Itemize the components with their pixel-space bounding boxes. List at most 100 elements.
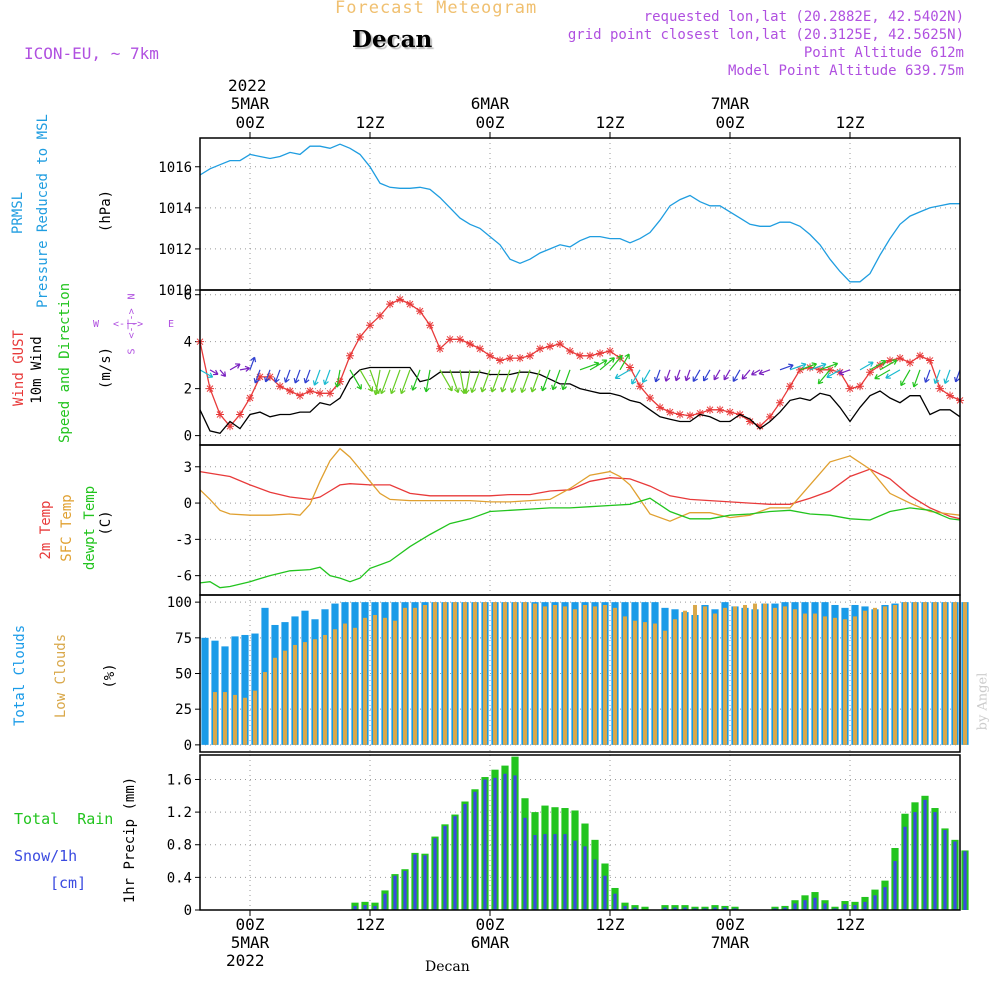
y-tick-label: 4 bbox=[184, 335, 192, 351]
clouds-bar-low-clouds bbox=[763, 603, 767, 745]
wind-arrow bbox=[826, 369, 841, 379]
precip-bar-snow-1h bbox=[623, 905, 627, 910]
clouds-bar-low-clouds bbox=[543, 606, 547, 745]
top-axis-time: 00Z bbox=[716, 113, 745, 132]
gust-marker bbox=[556, 340, 564, 349]
clouds-bar-low-clouds bbox=[803, 613, 807, 745]
wind-arrow bbox=[819, 361, 839, 371]
precip-bar-snow-1h bbox=[633, 907, 637, 910]
precip-bar-snow-1h bbox=[433, 838, 437, 910]
clouds-bar-low-clouds bbox=[903, 602, 907, 745]
panel-frame-wind bbox=[199, 289, 961, 446]
clouds-bar-low-clouds bbox=[883, 606, 887, 745]
precip-bar-snow-1h bbox=[543, 834, 547, 910]
clouds-bar-low-clouds bbox=[843, 619, 847, 745]
wind-arrow bbox=[900, 369, 911, 387]
gust-marker bbox=[486, 351, 494, 360]
wind-arrow bbox=[312, 369, 321, 386]
precip-bar-snow-1h bbox=[403, 870, 407, 910]
wind-arrow bbox=[530, 369, 541, 393]
gust-marker bbox=[846, 384, 854, 393]
clouds-bar-low-clouds bbox=[343, 623, 347, 745]
clouds-bar-low-clouds bbox=[593, 606, 597, 745]
gust-marker bbox=[806, 363, 814, 372]
wind-arrow bbox=[490, 369, 501, 393]
bottom-axis-date: 6MAR bbox=[471, 933, 510, 952]
clouds-bar-low-clouds bbox=[563, 606, 567, 745]
gust-marker bbox=[566, 347, 574, 356]
gust-marker bbox=[886, 356, 894, 365]
clouds-bar-total-clouds bbox=[251, 633, 259, 745]
gust-marker bbox=[356, 332, 364, 341]
gust-marker bbox=[686, 411, 694, 420]
gust-marker bbox=[756, 422, 764, 431]
model-label: ICON-EU, ~ 7km bbox=[24, 44, 159, 63]
wind-arrow bbox=[869, 360, 887, 371]
precip-bar-snow-1h bbox=[883, 887, 887, 910]
clouds-bar-low-clouds bbox=[813, 613, 817, 745]
bottom-axis-time: 00Z bbox=[476, 915, 505, 934]
y-tick-label: 0 bbox=[184, 903, 192, 919]
wind-arrow bbox=[664, 369, 671, 382]
clouds-bar-low-clouds bbox=[933, 602, 937, 745]
clouds-bar-low-clouds bbox=[663, 630, 667, 745]
wind-arrow bbox=[293, 369, 301, 384]
y-tick-label: -6 bbox=[175, 569, 192, 585]
clouds-bar-low-clouds bbox=[863, 610, 867, 745]
precip-bar-snow-1h bbox=[903, 826, 907, 910]
y-tick-label: -3 bbox=[175, 532, 192, 548]
wind-arrow bbox=[449, 369, 460, 394]
top-axis-date: 6MAR bbox=[471, 94, 510, 113]
precip-bar-snow-1h bbox=[553, 834, 557, 910]
clouds-bar-low-clouds bbox=[553, 604, 557, 745]
wind-arrow bbox=[239, 365, 251, 372]
clouds-bar-low-clouds bbox=[463, 602, 467, 745]
gust-marker bbox=[606, 347, 614, 356]
precip-bar-snow-1h bbox=[583, 846, 587, 910]
series-line-2m-temp bbox=[199, 468, 961, 520]
clouds-bar-low-clouds bbox=[603, 604, 607, 745]
wind-arrow bbox=[674, 369, 681, 382]
precip-bar-snow-1h bbox=[853, 905, 857, 910]
label-cm: [cm] bbox=[50, 874, 87, 892]
wind-arrow bbox=[349, 369, 362, 390]
clouds-bar-low-clouds bbox=[283, 650, 287, 745]
gust-marker bbox=[416, 307, 424, 316]
wind-arrow bbox=[642, 369, 651, 384]
y-tick-label: 75 bbox=[175, 631, 192, 647]
wind-arrow bbox=[923, 369, 931, 383]
panel-frame-pressure bbox=[199, 137, 961, 291]
gust-marker bbox=[296, 391, 304, 400]
clouds-bar-low-clouds bbox=[323, 634, 327, 745]
precip-bar-snow-1h bbox=[533, 834, 537, 910]
gust-marker bbox=[546, 342, 554, 351]
clouds-bar-low-clouds bbox=[513, 602, 517, 745]
bottom-axis-time: 00Z bbox=[236, 915, 265, 934]
precip-bar-snow-1h bbox=[493, 777, 497, 910]
gust-marker bbox=[446, 335, 454, 344]
precip-bar-snow-1h bbox=[503, 773, 507, 910]
clouds-bar-low-clouds bbox=[733, 606, 737, 745]
precip-bar-snow-1h bbox=[683, 907, 687, 910]
wind-arrow bbox=[283, 369, 291, 383]
wind-arrow bbox=[684, 369, 691, 382]
precip-bar-snow-1h bbox=[513, 775, 517, 910]
precip-bar-snow-1h bbox=[463, 803, 467, 910]
wind-arrow bbox=[510, 369, 521, 394]
label-snow: Snow/1h bbox=[14, 847, 78, 865]
wind-arrow bbox=[520, 369, 531, 394]
clouds-bar-low-clouds bbox=[653, 623, 657, 745]
gust-marker bbox=[746, 417, 754, 426]
gust-marker bbox=[476, 344, 484, 353]
y-tick-label: 1.2 bbox=[167, 805, 192, 821]
bottom-axis-time: 00Z bbox=[716, 915, 745, 934]
y-tick-label: 2 bbox=[184, 382, 192, 398]
gust-marker bbox=[236, 410, 244, 419]
clouds-bar-low-clouds bbox=[893, 604, 897, 745]
gust-marker bbox=[286, 386, 294, 395]
gust-marker bbox=[936, 384, 944, 393]
top-axis-time: 12Z bbox=[356, 113, 385, 132]
clouds-bar-low-clouds bbox=[473, 602, 477, 745]
gust-marker bbox=[596, 349, 604, 358]
gust-marker bbox=[326, 389, 334, 398]
